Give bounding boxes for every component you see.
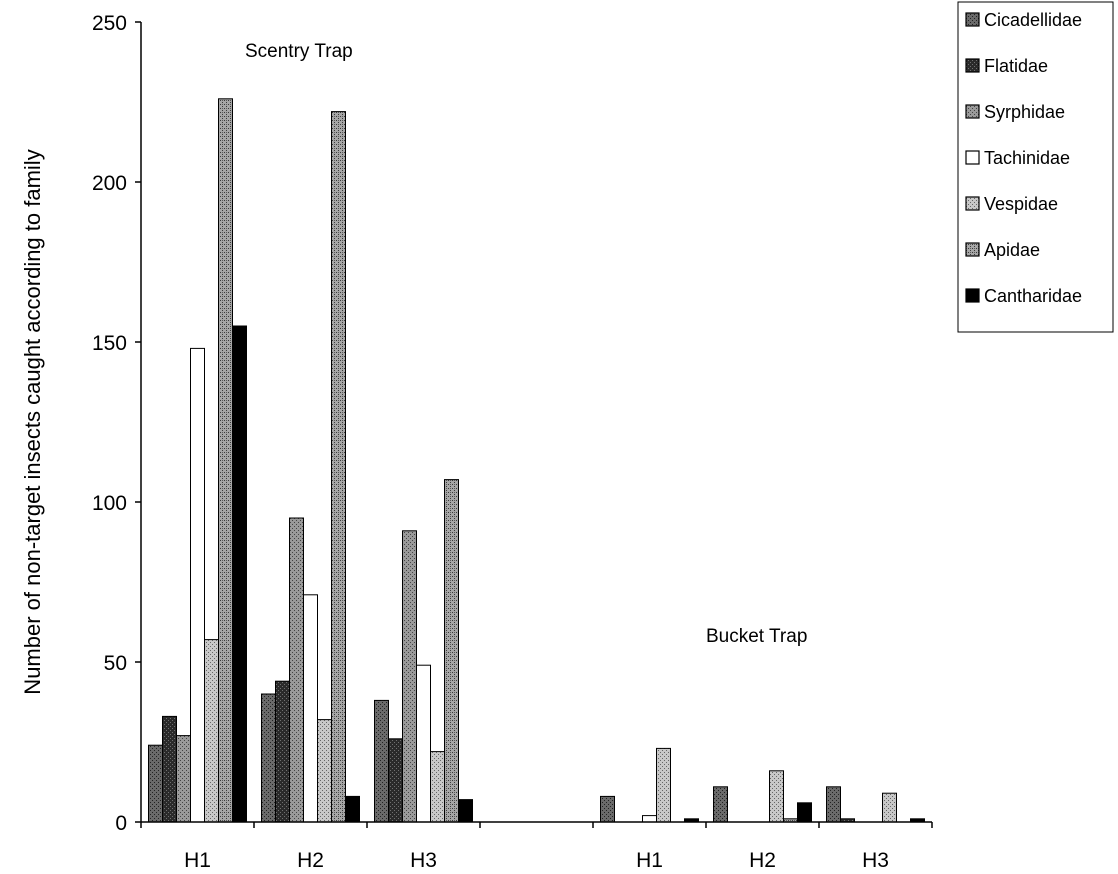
y-axis-ticks: 0 50 100 150 200 250 xyxy=(92,12,141,835)
bar-tachinidae xyxy=(643,816,657,822)
bar-apidae xyxy=(332,112,346,822)
legend-swatch-syrphidae xyxy=(966,105,979,118)
legend-label-cantharidae: Cantharidae xyxy=(984,286,1082,306)
bar-vespidae xyxy=(883,793,897,822)
bar-cicadellidae xyxy=(714,787,728,822)
y-axis-title: Number of non-target insects caught acco… xyxy=(20,149,45,694)
x-tick-label: H1 xyxy=(636,849,663,872)
bar-flatidae xyxy=(163,716,177,822)
bar-cicadellidae xyxy=(827,787,841,822)
bar-tachinidae xyxy=(417,665,431,822)
bar-cantharidae xyxy=(798,803,812,822)
x-tick-label: H2 xyxy=(297,849,324,872)
legend-swatch-flatidae xyxy=(966,59,979,72)
bar-cantharidae xyxy=(233,326,247,822)
legend-label-tachinidae: Tachinidae xyxy=(984,148,1070,168)
legend-label-apidae: Apidae xyxy=(984,240,1040,260)
y-tick-label: 0 xyxy=(115,812,127,835)
axes xyxy=(141,22,932,822)
legend-swatch-cantharidae xyxy=(966,289,979,302)
y-axis-label: Number of non-target insects caught acco… xyxy=(20,149,45,694)
legend-label-flatidae: Flatidae xyxy=(984,56,1048,76)
x-tick-label: H3 xyxy=(410,849,437,872)
bar-vespidae xyxy=(205,640,219,822)
x-tick-label: H1 xyxy=(184,849,211,872)
x-tick-label: H2 xyxy=(749,849,776,872)
bar-cicadellidae xyxy=(601,796,615,822)
legend-swatch-tachinidae xyxy=(966,151,979,164)
bar-apidae xyxy=(445,480,459,822)
bar-vespidae xyxy=(431,752,445,822)
legend-swatch-vespidae xyxy=(966,197,979,210)
annotation-bucket-trap: Bucket Trap xyxy=(706,626,807,647)
bars xyxy=(149,99,925,822)
legend-swatch-apidae xyxy=(966,243,979,256)
bar-syrphidae xyxy=(177,736,191,822)
y-tick-label: 150 xyxy=(92,332,127,355)
bar-cicadellidae xyxy=(375,700,389,822)
legend-label-vespidae: Vespidae xyxy=(984,194,1058,214)
y-tick-label: 50 xyxy=(104,652,127,675)
legend-swatch-cicadellidae xyxy=(966,13,979,26)
bar-tachinidae xyxy=(304,595,318,822)
bar-flatidae xyxy=(276,681,290,822)
bar-cantharidae xyxy=(459,800,473,822)
legend: Cicadellidae Flatidae Syrphidae Tachinidae V… xyxy=(958,2,1113,332)
bar-tachinidae xyxy=(191,348,205,822)
legend-label-syrphidae: Syrphidae xyxy=(984,102,1065,122)
y-tick-label: 200 xyxy=(92,172,127,195)
bar-syrphidae xyxy=(403,531,417,822)
y-tick-label: 100 xyxy=(92,492,127,515)
bar-cicadellidae xyxy=(149,745,163,822)
x-axis-ticks: H1 H2 H3 H1 H2 H3 xyxy=(141,822,932,872)
x-tick-label: H3 xyxy=(862,849,889,872)
bar-vespidae xyxy=(318,720,332,822)
bar-vespidae xyxy=(657,748,671,822)
bar-apidae xyxy=(219,99,233,822)
bar-cantharidae xyxy=(346,796,360,822)
bar-cicadellidae xyxy=(262,694,276,822)
annotation-scentry-trap: Scentry Trap xyxy=(245,41,353,62)
legend-label-cicadellidae: Cicadellidae xyxy=(984,10,1082,30)
y-tick-label: 250 xyxy=(92,12,127,35)
bar-syrphidae xyxy=(290,518,304,822)
bar-flatidae xyxy=(389,739,403,822)
bar-vespidae xyxy=(770,771,784,822)
